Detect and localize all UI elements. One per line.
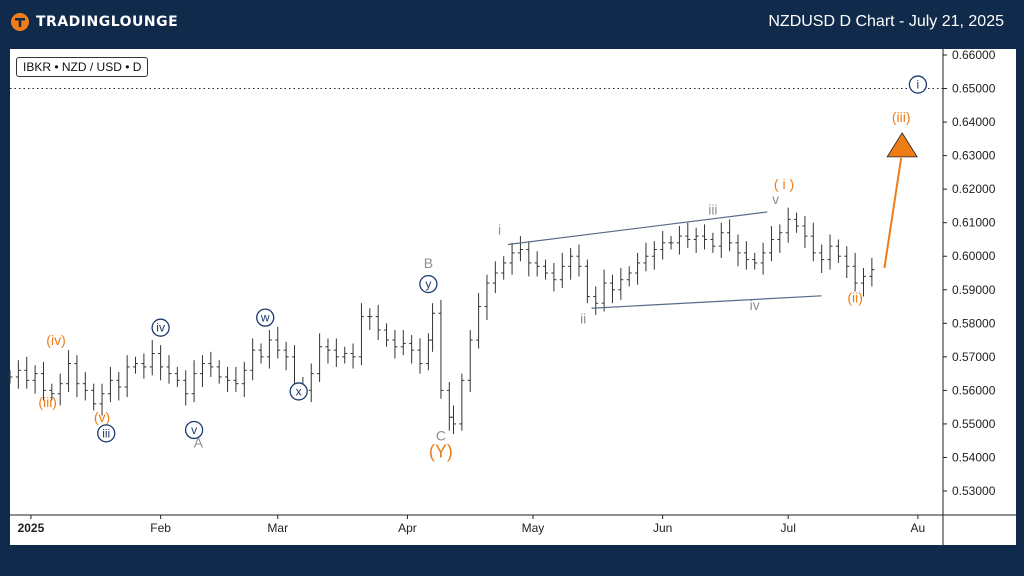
y-tick-label: 0.60000 [952,249,996,263]
projection-arrow-head [886,132,918,158]
tradinglounge-logo-icon [11,13,29,31]
wave-label: A [194,434,204,450]
wave-label-circle [97,424,116,443]
y-tick-label: 0.61000 [952,216,996,230]
x-tick-label: Jul [781,521,796,535]
x-tick-label: 2025 [18,521,45,535]
chart-area[interactable] [10,49,1016,545]
x-tick-label: Jun [653,521,672,535]
symbol-label[interactable]: IBKR • NZD / USD • D [16,57,149,77]
brand-name: TRADINGLOUNGE [36,14,179,30]
wave-label: w [260,311,270,325]
wave-label: (iv) [46,332,65,348]
wave-label: ( i ) [774,176,794,192]
channel-upper-line [507,211,768,246]
y-tick-label: 0.54000 [952,450,996,464]
x-tick-label: May [522,521,545,535]
y-tick-label: 0.63000 [952,149,996,163]
wave-label-circle [256,308,275,327]
wave-label: (ii) [847,290,863,306]
wave-label: (Y) [429,441,453,461]
chart-title: NZDUSD D Chart - July 21, 2025 [768,13,1004,30]
y-tick-label: 0.59000 [952,283,996,297]
wave-label: y [425,277,431,291]
wave-label: (iii) [38,394,57,410]
channel-lower-line [591,295,822,309]
x-tick-label: Au [911,521,926,535]
top-bar: TRADINGLOUNGE NZDUSD D Chart - July 21, … [0,0,1024,46]
wave-label: x [296,384,302,398]
x-tick-label: Apr [398,521,417,535]
wave-label-circle [289,382,308,401]
y-tick-label: 0.58000 [952,316,996,330]
y-tick-label: 0.66000 [952,48,996,62]
wave-label: C [436,428,446,444]
wave-label: v [191,423,197,437]
wave-label-circle [184,420,204,440]
y-tick-label: 0.56000 [952,383,996,397]
brand-logo[interactable]: TRADINGLOUNGE [10,12,178,32]
y-tick-label: 0.57000 [952,350,996,364]
wave-label-circle [908,75,928,94]
wave-label: iv [750,297,760,313]
wave-label: (iii) [892,109,911,125]
y-tick-label: 0.64000 [952,115,996,129]
x-tick-label: Feb [150,521,171,535]
y-tick-label: 0.65000 [952,82,996,96]
wave-label: ii [580,310,586,326]
wave-label: iii [102,426,110,440]
y-tick-label: 0.62000 [952,182,996,196]
wave-label: (v) [94,409,110,425]
projection-arrow-line [883,157,903,269]
wave-label: v [772,191,779,207]
wave-label-circle [151,318,170,337]
wave-label: i [498,221,501,237]
wave-label-circle [419,274,438,294]
x-tick-label: Mar [267,521,288,535]
wave-label: B [424,255,433,271]
y-tick-label: 0.53000 [952,484,996,498]
wave-label: iii [708,201,717,217]
y-tick-label: 0.55000 [952,417,996,431]
wave-label: i [917,78,920,92]
wave-label: iv [156,321,165,335]
